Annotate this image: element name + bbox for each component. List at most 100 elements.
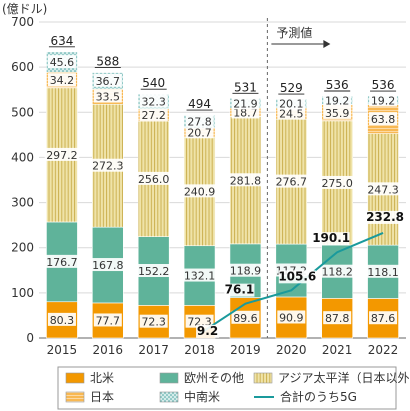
- value-label: 34.2: [50, 74, 75, 87]
- total-label: 531: [234, 80, 257, 94]
- x-tick-label: 2021: [322, 343, 353, 357]
- value-label: 33.5: [96, 91, 121, 104]
- value-label-bg: [185, 125, 214, 139]
- value-label: 118.9: [230, 265, 262, 278]
- y-tick-label: 500: [11, 105, 34, 119]
- value-label: 32.3: [141, 96, 166, 109]
- value-label: 176.7: [46, 256, 78, 269]
- x-axis: 2015 2016 2017 2018 2019 2020 2021 2022: [47, 343, 399, 357]
- value-label-bg: [93, 89, 122, 103]
- value-label: 36.7: [96, 75, 121, 88]
- value-label-bg: [136, 171, 171, 185]
- value-label-bg: [47, 73, 76, 87]
- value-label-bg: [90, 158, 126, 172]
- value-label-bg: [277, 106, 306, 120]
- value-label-bg: [182, 268, 217, 282]
- value-label-bg: [369, 112, 398, 126]
- line-5g-label: 232.8: [366, 210, 404, 224]
- value-label-bg: [277, 96, 306, 110]
- value-label-bg: [44, 147, 80, 161]
- forecast-marker: 予測値: [266, 18, 331, 338]
- legend-swatch: [253, 372, 273, 384]
- value-label-bg: [185, 114, 214, 128]
- value-label: 80.3: [50, 314, 75, 327]
- legend-swatch: [65, 372, 85, 384]
- value-label-bg: [47, 312, 76, 326]
- y-tick-label: 600: [11, 60, 34, 74]
- value-label: 256.0: [138, 173, 170, 186]
- value-label: 45.6: [50, 56, 75, 69]
- value-label-bg: [369, 93, 398, 107]
- line-label-bg: [196, 324, 220, 338]
- total-label: 536: [326, 78, 349, 92]
- forecast-arrow-head: [323, 40, 331, 48]
- total-label: 536: [372, 78, 395, 92]
- y-tick-label: 200: [11, 241, 34, 255]
- x-tick-label: 2020: [276, 343, 307, 357]
- y-unit-label: (億ドル): [2, 2, 47, 16]
- total-label: 634: [50, 34, 73, 48]
- value-label: 247.3: [367, 183, 399, 196]
- x-tick-label: 2017: [138, 343, 169, 357]
- line-label-bg: [224, 283, 255, 297]
- line-label-bg: [366, 210, 404, 224]
- value-label: 281.8: [230, 174, 262, 187]
- x-tick-label: 2016: [93, 343, 124, 357]
- value-label-bg: [47, 55, 76, 69]
- value-label-bg: [185, 314, 214, 328]
- line-label-bg: [278, 270, 316, 284]
- x-tick-label: 2022: [368, 343, 399, 357]
- value-label: 132.1: [184, 270, 216, 283]
- y-tick-label: 300: [11, 196, 34, 210]
- legend-swatch: [65, 391, 85, 403]
- y-tick-label: 0: [26, 331, 34, 345]
- line-5g-label: 190.1: [312, 231, 350, 245]
- legend: 北米 欧州その他 アジア太平洋（日本以外） 日本 中南米 合計のうち5G: [57, 366, 410, 410]
- value-label: 152.2: [138, 265, 170, 278]
- y-axis: 0 100 200 300 400 500 600 700: [11, 15, 34, 345]
- value-label: 87.8: [325, 312, 350, 325]
- value-label: 18.7: [233, 106, 258, 119]
- value-label-bg: [231, 96, 260, 110]
- value-label-bg: [274, 174, 309, 188]
- value-label: 20.1: [279, 98, 304, 111]
- value-label: 24.5: [279, 108, 304, 121]
- value-label-bg: [319, 175, 355, 189]
- y-tick-label: 100: [11, 286, 34, 300]
- value-label: 21.9: [233, 97, 258, 110]
- line-label-bg: [312, 232, 350, 246]
- value-label-bg: [369, 311, 398, 325]
- line-5g-path: [199, 231, 384, 335]
- value-label: 276.7: [276, 176, 308, 189]
- y-tick-label: 700: [11, 15, 34, 29]
- value-label-bg: [182, 184, 217, 198]
- value-label: 297.2: [46, 149, 78, 162]
- value-label-bg: [323, 311, 352, 325]
- value-label: 167.8: [92, 259, 124, 272]
- value-label: 272.3: [92, 160, 124, 173]
- legend-swatch: [159, 391, 179, 403]
- value-label: 72.3: [141, 316, 166, 329]
- y-tick-label: 400: [11, 150, 34, 164]
- legend-label: 欧州その他: [184, 371, 244, 385]
- value-label: 275.0: [321, 177, 353, 190]
- value-label-bg: [139, 314, 168, 328]
- value-label-bg: [228, 173, 263, 187]
- value-label-bg: [319, 264, 355, 278]
- total-label: 540: [142, 76, 165, 90]
- value-label: 27.8: [187, 115, 212, 128]
- legend-label: 日本: [90, 390, 114, 404]
- value-label-bg: [90, 258, 126, 272]
- value-label: 90.9: [279, 311, 304, 324]
- value-label: 240.9: [184, 185, 216, 198]
- line-5g-label: 9.2: [197, 324, 218, 338]
- x-tick-label: 2018: [184, 343, 215, 357]
- value-label-bg: [323, 93, 352, 107]
- value-label-bg: [93, 73, 122, 87]
- total-label: 588: [96, 55, 119, 69]
- value-label: 35.9: [325, 107, 350, 120]
- forecast-label: 予測値: [276, 25, 312, 40]
- legend-frame: [57, 366, 397, 410]
- legend-label: アジア太平洋（日本以外）: [278, 370, 410, 385]
